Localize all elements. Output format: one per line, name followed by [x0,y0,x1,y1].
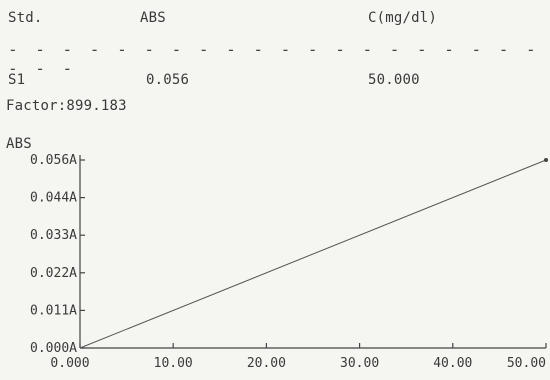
y-tick-label: 0.044A [30,191,77,206]
header-conc: C(mg/dl) [368,10,438,26]
header-abs: ABS [140,10,166,26]
x-tick-label: 20.00 [247,356,286,371]
y-axis-label: ABS [6,136,32,152]
header-std: Std. [8,10,43,26]
x-tick-label: 50.00 [507,356,546,371]
factor-readout: Factor:899.183 [6,98,127,114]
x-tick-label: 0.000 [50,356,89,371]
calibration-line [79,159,547,349]
row-std: S1 [8,72,26,88]
y-tick-label: 0.056A [30,153,77,168]
row-abs: 0.056 [146,72,190,88]
data-point [544,158,548,162]
y-tick-label: 0.022A [30,266,77,281]
y-tick-label: 0.033A [30,228,77,243]
y-tick-label: 0.000A [30,341,77,356]
x-tick-label: 30.00 [340,356,379,371]
y-tick-label: 0.011A [30,303,77,318]
table-divider: - - - - - - - - - - - - - - - - - - - - … [8,40,540,78]
row-conc: 50.000 [368,72,420,88]
x-tick-label: 40.00 [433,356,472,371]
x-tick-label: 10.00 [154,356,193,371]
